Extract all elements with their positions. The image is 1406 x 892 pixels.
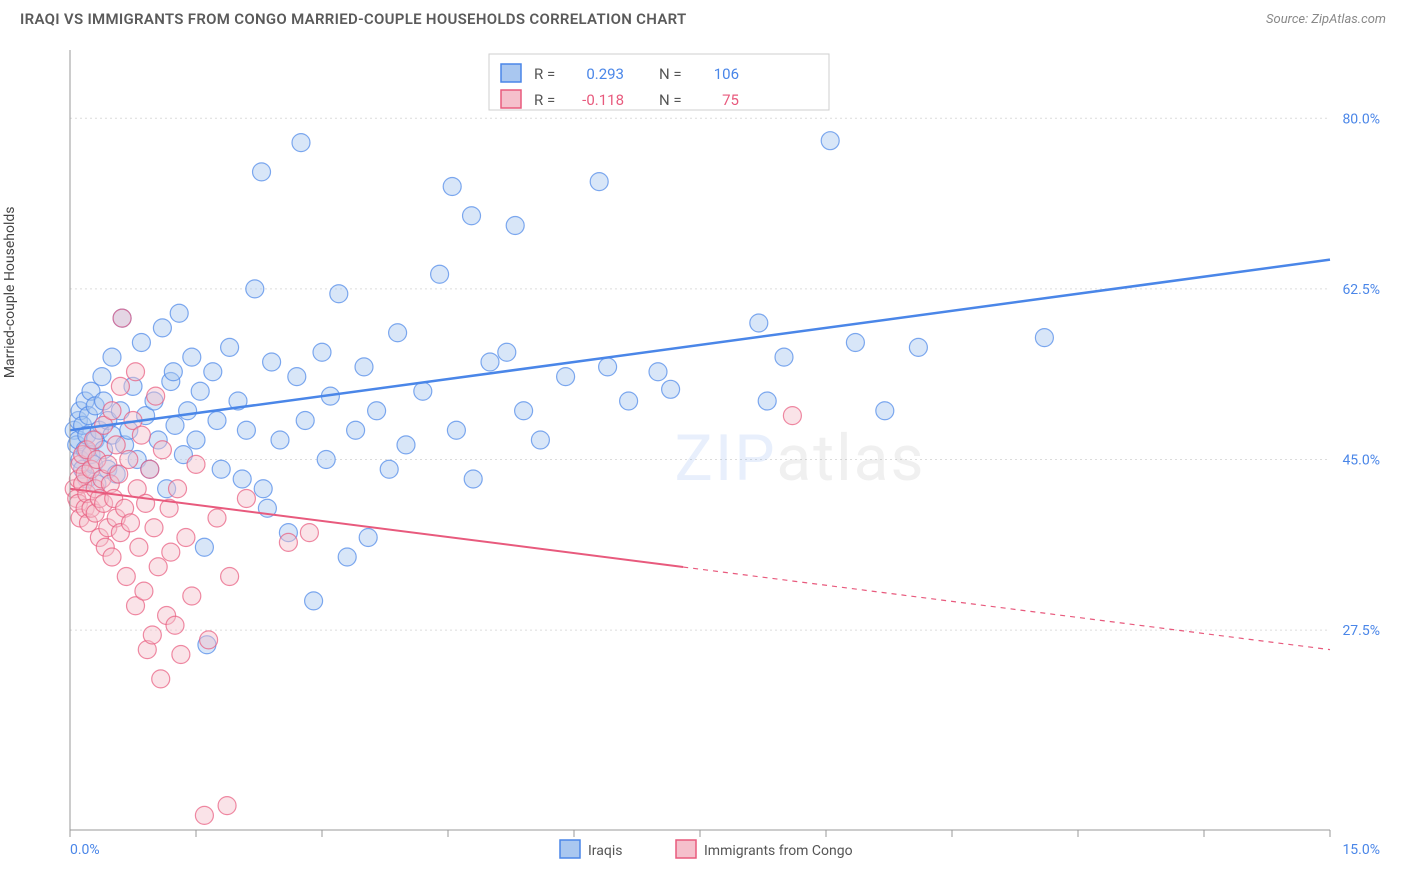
svg-text:0.293: 0.293: [586, 65, 624, 83]
svg-text:ZIPatlas: ZIPatlas: [675, 421, 926, 496]
chart-container: Married-couple Households 27.5%45.0%62.5…: [20, 40, 1386, 872]
source-label: Source: ZipAtlas.com: [1266, 12, 1386, 27]
svg-text:-0.118: -0.118: [582, 91, 624, 109]
svg-text:62.5%: 62.5%: [1342, 282, 1380, 298]
svg-text:N =: N =: [659, 91, 682, 109]
scatter-chart: 27.5% 45.0% 62.5% 80.0% ZIPatlas 0.0% 15.0% R =…: [20, 40, 1386, 872]
svg-text:27.5%: 27.5%: [1342, 623, 1380, 639]
svg-text:N =: N =: [659, 65, 682, 83]
svg-text:R =: R =: [534, 65, 555, 83]
chart-title: IRAQI VS IMMIGRANTS FROM CONGO MARRIED-C…: [20, 10, 687, 28]
svg-text:45.0%: 45.0%: [1342, 453, 1380, 469]
svg-text:Iraqis: Iraqis: [588, 843, 622, 859]
y-axis-label: Married-couple Households: [2, 206, 18, 378]
svg-text:75: 75: [722, 91, 739, 109]
svg-text:15.0%: 15.0%: [1342, 842, 1380, 858]
svg-text:Immigrants from Congo: Immigrants from Congo: [704, 843, 853, 859]
svg-text:80.0%: 80.0%: [1342, 111, 1380, 127]
svg-text:0.0%: 0.0%: [70, 842, 100, 858]
svg-text:106: 106: [714, 65, 739, 83]
svg-text:R =: R =: [534, 91, 555, 109]
